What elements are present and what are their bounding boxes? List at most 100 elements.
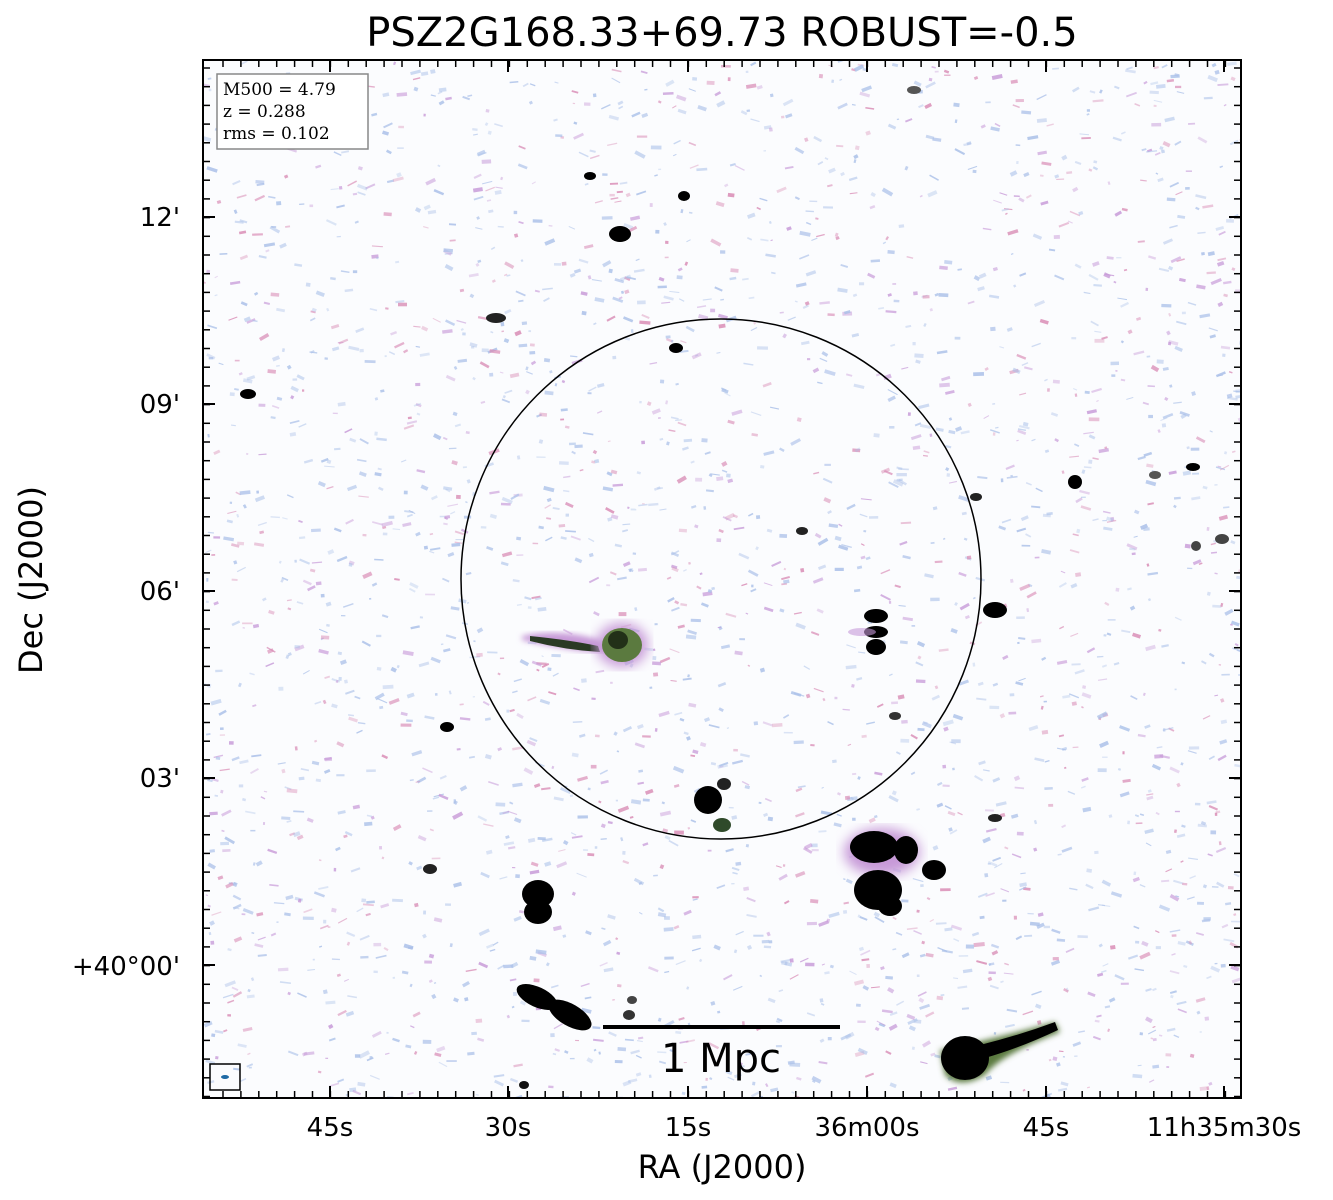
noise-speckle — [1152, 987, 1157, 992]
noise-speckle — [333, 151, 342, 157]
r500-circle — [460, 318, 982, 840]
noise-speckle — [1021, 544, 1031, 547]
noise-speckle — [503, 964, 514, 969]
noise-speckle — [868, 817, 876, 824]
noise-speckle — [1140, 179, 1147, 182]
noise-speckle — [386, 179, 395, 184]
noise-speckle — [1153, 104, 1157, 107]
noise-speckle — [210, 940, 215, 945]
noise-speckle — [1044, 378, 1048, 382]
noise-speckle — [1158, 1034, 1163, 1037]
noise-speckle — [1220, 719, 1228, 725]
plot-area — [203, 60, 1241, 1098]
noise-speckle — [434, 1052, 442, 1058]
noise-speckle — [364, 821, 373, 827]
noise-speckle — [257, 953, 267, 957]
noise-speckle — [985, 892, 995, 897]
noise-speckle — [257, 521, 267, 526]
noise-speckle — [480, 871, 490, 879]
noise-speckle — [591, 697, 596, 701]
noise-speckle — [675, 960, 686, 966]
noise-speckle — [203, 1020, 213, 1028]
noise-speckle — [376, 666, 382, 671]
noise-speckle — [286, 494, 294, 499]
noise-speckle — [500, 321, 505, 327]
noise-speckle — [1010, 252, 1014, 255]
noise-speckle — [727, 77, 731, 82]
noise-speckle — [1025, 194, 1032, 199]
noise-speckle — [812, 367, 820, 374]
noise-speckle — [691, 352, 702, 360]
noise-speckle — [238, 784, 244, 788]
noise-speckle — [358, 471, 367, 477]
noise-speckle — [1176, 91, 1185, 94]
noise-speckle — [1117, 767, 1122, 771]
noise-speckle — [985, 827, 997, 833]
noise-speckle — [440, 643, 444, 646]
noise-speckle — [504, 308, 512, 315]
noise-speckle — [219, 727, 224, 730]
noise-speckle — [634, 607, 638, 612]
noise-speckle — [471, 346, 475, 349]
bottom-right-tail-source — [940, 1022, 1060, 1083]
noise-speckle — [1217, 83, 1229, 86]
noise-speckle — [1110, 361, 1120, 366]
noise-speckle — [755, 546, 759, 551]
noise-speckle — [1145, 842, 1152, 847]
noise-speckle — [637, 723, 644, 730]
noise-speckle — [252, 233, 263, 236]
noise-speckle — [1047, 388, 1050, 392]
noise-speckle — [806, 921, 817, 926]
noise-speckle — [659, 656, 671, 664]
noise-speckle — [732, 871, 738, 875]
noise-speckle — [337, 1078, 345, 1083]
noise-speckle — [1123, 268, 1128, 272]
noise-speckle — [1137, 1064, 1142, 1067]
noise-speckle — [670, 564, 678, 570]
noise-speckle — [719, 761, 729, 767]
noise-speckle — [820, 1002, 825, 1006]
noise-speckle — [1133, 535, 1138, 538]
noise-speckle — [853, 154, 859, 160]
noise-speckle — [601, 216, 613, 220]
noise-speckle — [827, 510, 832, 515]
noise-speckle — [347, 484, 358, 492]
noise-speckle — [602, 939, 612, 947]
noise-speckle — [526, 739, 537, 747]
noise-speckle — [207, 1080, 215, 1084]
noise-speckle — [942, 784, 950, 788]
noise-speckle — [1083, 466, 1092, 469]
noise-speckle — [385, 307, 389, 310]
noise-speckle — [1090, 320, 1099, 327]
noise-speckle — [1217, 257, 1227, 262]
noise-speckle — [1092, 518, 1099, 522]
noise-speckle — [489, 513, 498, 519]
noise-speckle — [699, 572, 703, 576]
noise-speckle — [302, 579, 312, 586]
noise-speckle — [1004, 846, 1009, 850]
noise-speckle — [972, 596, 976, 600]
noise-speckle — [1186, 446, 1190, 450]
noise-speckle — [218, 709, 227, 716]
noise-speckle — [1148, 414, 1153, 419]
noise-speckle — [1170, 256, 1182, 264]
noise-speckle — [529, 737, 538, 742]
noise-speckle — [1120, 131, 1126, 135]
noise-speckle — [1210, 542, 1216, 546]
noise-speckle — [415, 780, 420, 783]
noise-speckle — [857, 776, 861, 780]
noise-speckle — [348, 714, 355, 717]
noise-speckle — [720, 298, 725, 301]
noise-speckle — [1197, 231, 1206, 234]
noise-speckle — [569, 1057, 575, 1060]
noise-speckle — [1052, 956, 1059, 961]
noise-speckle — [611, 77, 621, 84]
noise-speckle — [506, 274, 511, 277]
noise-speckle — [298, 776, 305, 781]
noise-speckle — [1150, 81, 1159, 86]
noise-speckle — [705, 489, 714, 493]
noise-speckle-layer — [203, 60, 1241, 1098]
noise-speckle — [617, 984, 622, 988]
noise-speckle — [745, 612, 749, 615]
